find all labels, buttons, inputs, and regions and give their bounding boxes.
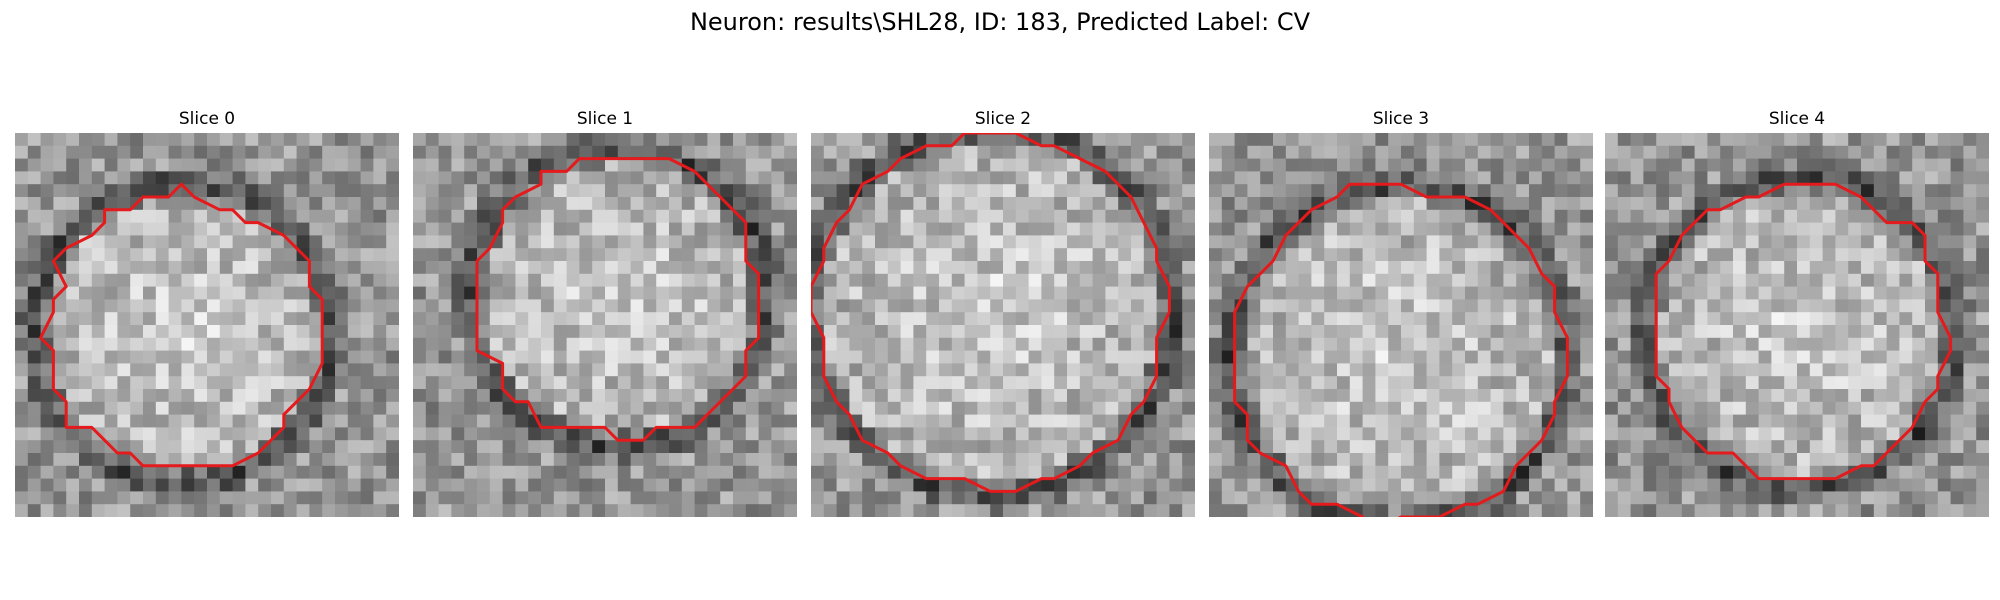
slice-title-0: Slice 0 <box>178 109 236 129</box>
figure-title: Neuron: results\SHL28, ID: 183, Predicte… <box>689 8 1311 36</box>
slice-panel-3: Slice 3 <box>1209 108 1593 517</box>
segmentation-contour <box>475 157 761 442</box>
segmentation-contour <box>811 133 1171 493</box>
slice-panel-4: Slice 4 <box>1605 108 1989 517</box>
slice-panel-0: Slice 0 <box>15 108 399 517</box>
slice-image-1 <box>413 133 797 517</box>
slice-title-4: Slice 4 <box>1768 109 1826 129</box>
slice-panel-1: Slice 1 <box>413 108 797 517</box>
slice-image-2 <box>811 133 1195 517</box>
slice-image-3 <box>1209 133 1593 517</box>
slice-image-0 <box>15 133 399 517</box>
slice-panel-2: Slice 2 <box>811 108 1195 517</box>
segmentation-contour <box>39 182 324 468</box>
slice-title-2: Slice 2 <box>974 109 1032 129</box>
slice-image-4 <box>1605 133 1989 517</box>
segmentation-contour <box>1654 182 1953 481</box>
segmentation-contour <box>1233 182 1569 517</box>
slice-title-3: Slice 3 <box>1372 109 1430 129</box>
slice-title-1: Slice 1 <box>576 109 634 129</box>
